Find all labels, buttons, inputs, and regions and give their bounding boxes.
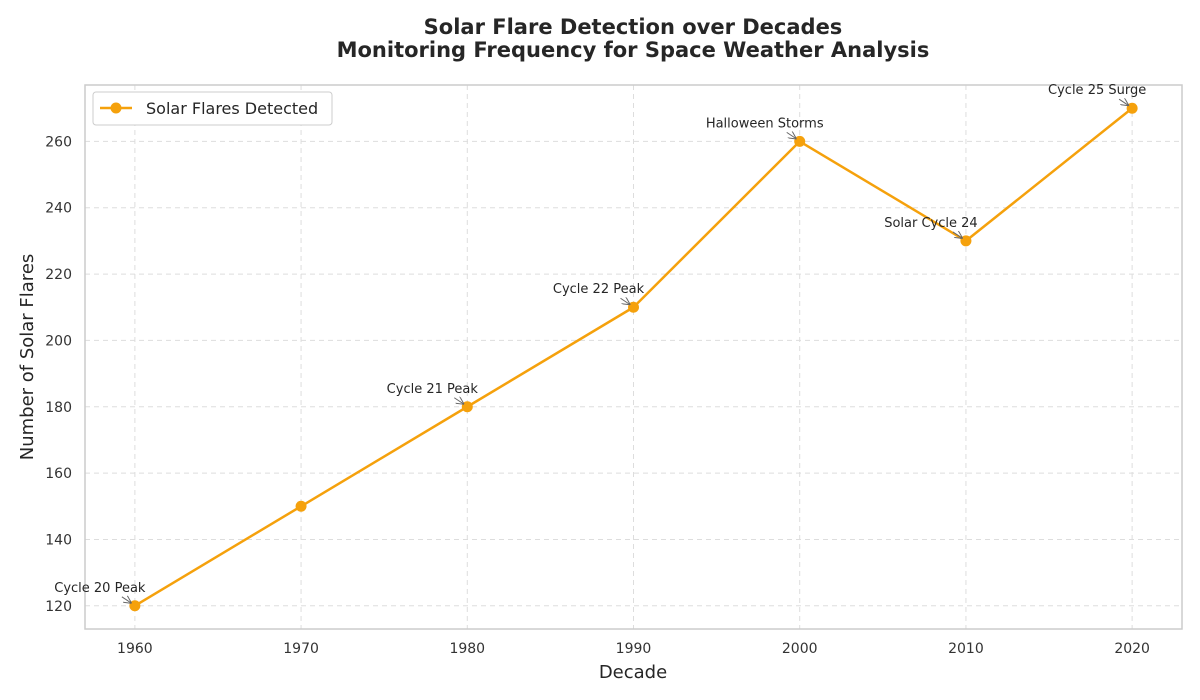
y-tick-label: 180 [45,400,72,416]
legend-label: Solar Flares Detected [146,99,318,118]
data-point [794,135,806,147]
annotation-label: Cycle 21 Peak [387,382,479,397]
x-tick-label: 2020 [1114,641,1150,657]
y-tick-label: 120 [45,599,72,615]
annotation-arrow [620,298,630,304]
annotation-label: Cycle 20 Peak [54,581,146,596]
annotation-arrow [454,398,463,404]
legend-box [92,91,333,126]
annotation-arrow [121,597,131,603]
data-point [628,301,639,313]
x-tick-label: 1990 [616,641,652,657]
chart-title-line-2: Monitoring Frequency for Space Weather A… [337,38,930,62]
chart-title-line-1: Solar Flare Detection over Decades [424,15,843,39]
annotation-label: Solar Cycle 24 [884,216,977,231]
data-point [295,500,307,512]
y-tick-label: 200 [45,333,72,349]
data-point [461,401,473,413]
annotation-arrow [1118,99,1128,105]
annotations: Cycle 20 Peak Cycle 21 Peak Cycle 22 Peak H… [54,83,1146,603]
y-tick-label: 260 [45,134,72,150]
plot-area-frame [84,84,1183,630]
annotation-label: Cycle 22 Peak [553,282,645,297]
annotation-label: Halloween Storms [706,116,824,131]
x-axis-label: Decade [599,662,667,683]
legend-marker-swatch [110,102,122,114]
x-tick-label: 1970 [283,641,319,657]
x-tick-label: 1980 [449,641,485,657]
annotation-arrow [786,132,796,138]
y-tick-label: 220 [45,267,72,283]
data-point [129,600,141,612]
annotation-arrow [952,232,962,238]
data-point [1126,102,1138,114]
y-axis-label: Number of Solar Flares [17,254,38,461]
x-tick-label: 2010 [948,641,984,657]
grid [85,85,1182,629]
legend: Solar Flares Detected [92,91,333,126]
x-tick-label: 2000 [782,641,818,657]
y-tick-label: 140 [45,532,72,548]
y-tick-label: 160 [45,466,72,482]
data-point [960,235,972,247]
x-axis-ticks: 1960 1970 1980 1990 2000 2010 2020 [117,641,1150,657]
x-tick-label: 1960 [117,641,153,657]
annotation-label: Cycle 25 Surge [1048,83,1146,98]
y-tick-label: 240 [45,201,72,217]
y-axis-ticks: 120 140 160 180 200 220 240 260 [45,134,72,614]
